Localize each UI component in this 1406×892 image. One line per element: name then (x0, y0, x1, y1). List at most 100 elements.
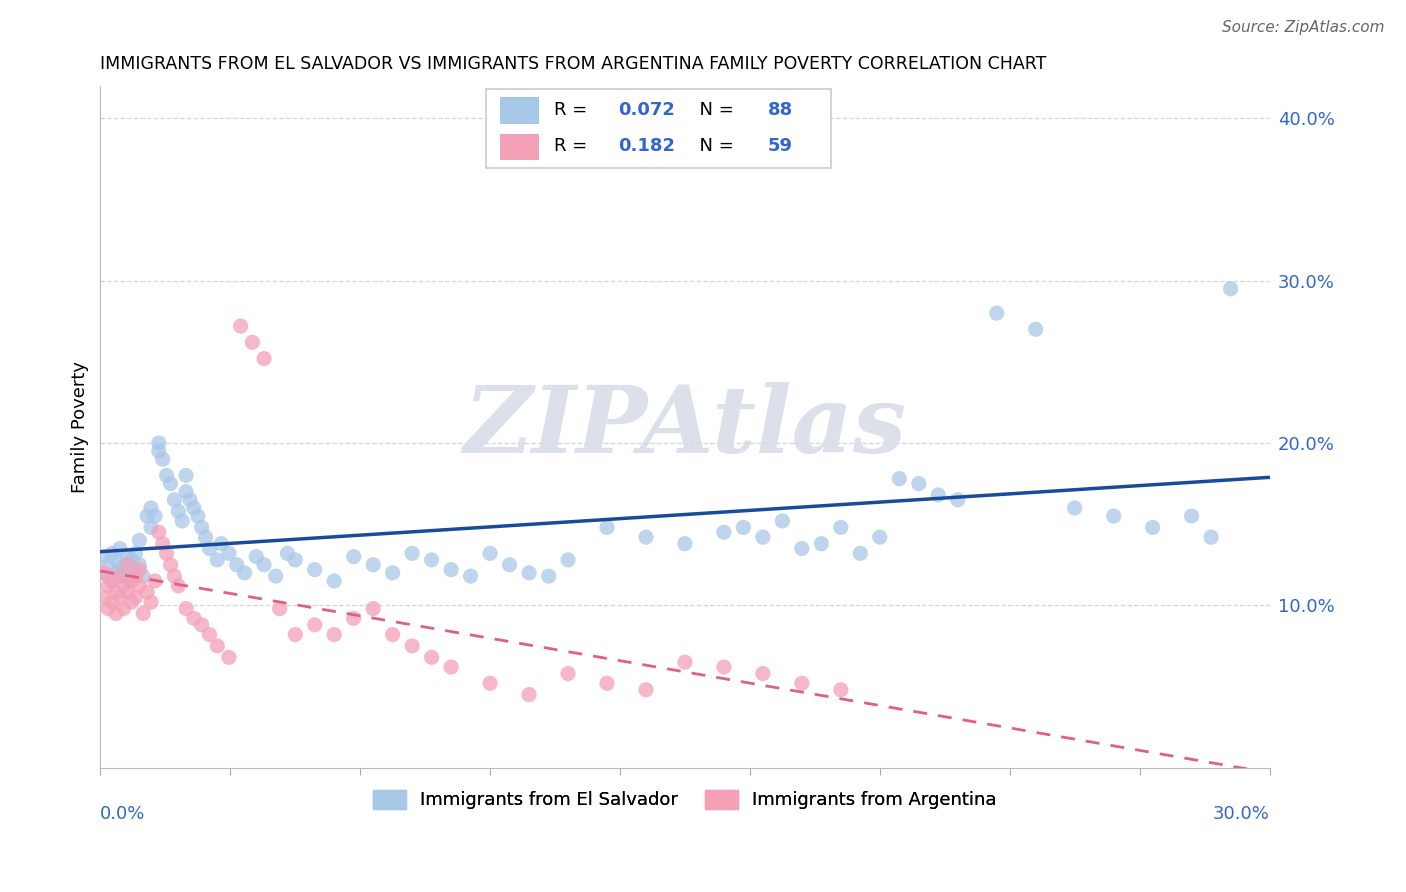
Point (159, 558, 181, 572)
Point (673, 655, 696, 669)
Point (1199, 530, 1222, 544)
Point (361, 558, 384, 572)
Point (225, 558, 247, 572)
Point (190, 520, 212, 534)
Point (770, 514, 793, 528)
Point (194, 530, 217, 544)
Point (163, 492, 186, 507)
Point (112, 558, 135, 572)
Point (93, 566, 115, 580)
Point (517, 688, 540, 702)
Point (121, 563, 143, 577)
Point (132, 607, 155, 621)
Point (143, 509, 166, 524)
Point (117, 585, 139, 599)
Point (128, 533, 150, 548)
Point (108, 541, 131, 556)
Point (101, 574, 124, 588)
Point (139, 500, 162, 515)
Point (420, 553, 443, 567)
Point (101, 595, 124, 609)
Point (889, 472, 911, 486)
Point (304, 617, 326, 632)
Text: Source: ZipAtlas.com: Source: ZipAtlas.com (1222, 20, 1385, 35)
Text: R =: R = (554, 137, 599, 155)
Point (97, 601, 120, 615)
Point (752, 666, 775, 681)
Point (752, 530, 775, 544)
Point (240, 335, 263, 350)
Point (167, 504, 190, 518)
Point (557, 553, 579, 567)
Point (440, 660, 463, 674)
Point (190, 617, 212, 632)
Point (124, 591, 146, 605)
Point (101, 546, 124, 560)
Point (112, 601, 135, 615)
Point (830, 682, 852, 697)
Point (713, 525, 735, 540)
Point (121, 553, 143, 567)
Point (634, 530, 657, 544)
Point (128, 563, 150, 577)
Text: ZIPAtlas: ZIPAtlas (464, 382, 907, 472)
Point (97, 579, 120, 593)
Point (1063, 500, 1085, 515)
Point (927, 488, 949, 502)
Point (121, 574, 143, 588)
Point (460, 569, 482, 583)
Point (148, 444, 170, 458)
Point (174, 601, 197, 615)
Point (93, 549, 115, 564)
Point (1102, 509, 1125, 524)
Point (139, 595, 162, 609)
Point (479, 546, 502, 560)
Point (207, 639, 229, 653)
Point (155, 468, 177, 483)
Point (167, 579, 190, 593)
Point (986, 306, 1008, 320)
Point (284, 627, 307, 641)
Point (148, 525, 170, 540)
Point (557, 666, 579, 681)
Text: R =: R = (554, 102, 593, 120)
Point (101, 574, 124, 588)
Point (143, 574, 166, 588)
Point (361, 601, 384, 615)
Point (148, 436, 170, 450)
Text: 30.0%: 30.0% (1213, 805, 1270, 823)
Point (152, 536, 174, 550)
Point (440, 563, 463, 577)
Point (97, 558, 120, 572)
Point (869, 530, 891, 544)
Point (108, 563, 131, 577)
Point (381, 566, 404, 580)
Point (112, 579, 135, 593)
Point (245, 549, 267, 564)
Point (596, 676, 619, 690)
Point (97, 569, 120, 583)
Point (128, 579, 150, 593)
Point (907, 476, 929, 491)
Point (790, 541, 813, 556)
Point (849, 546, 872, 560)
Point (1142, 520, 1164, 534)
Point (810, 536, 832, 550)
Point (733, 520, 755, 534)
Point (517, 566, 540, 580)
Point (713, 660, 735, 674)
Point (209, 536, 232, 550)
Point (183, 611, 205, 625)
Point (132, 569, 155, 583)
FancyBboxPatch shape (486, 89, 831, 168)
Point (323, 574, 346, 588)
Point (104, 585, 127, 599)
Point (233, 566, 256, 580)
Point (284, 553, 307, 567)
Point (136, 585, 159, 599)
Point (537, 569, 560, 583)
Point (207, 553, 229, 567)
Point (479, 676, 502, 690)
Point (108, 591, 131, 605)
Text: 0.182: 0.182 (619, 137, 675, 155)
